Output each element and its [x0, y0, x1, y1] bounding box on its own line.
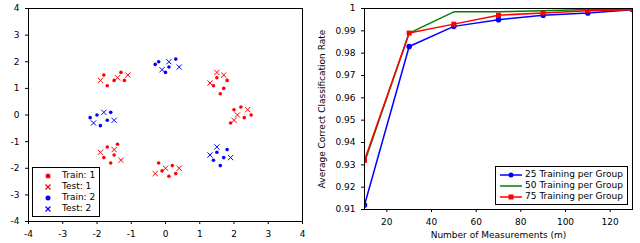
svg-text:3: 3: [14, 30, 20, 40]
svg-text:4: 4: [14, 3, 20, 13]
svg-text:-4: -4: [11, 216, 20, 226]
html-text:50 Training per Group: 50 Training per Group: [525, 180, 623, 190]
html-text:Train: 2: Train: 2: [62, 192, 96, 202]
svg-text:20: 20: [381, 217, 393, 227]
svg-text:60: 60: [470, 217, 482, 227]
svg-text:1: 1: [350, 3, 356, 13]
html-text:75 Training per Group: 75 Training per Group: [525, 191, 623, 201]
svg-text:100: 100: [557, 217, 574, 227]
svg-text:Average Correct Classification: Average Correct Classification Rate: [317, 29, 327, 188]
svg-text:2: 2: [231, 229, 237, 239]
svg-text:-1: -1: [11, 137, 20, 147]
svg-text:0.95: 0.95: [335, 115, 355, 125]
svg-text:0.96: 0.96: [335, 93, 355, 103]
svg-text:80: 80: [515, 217, 527, 227]
svg-text:0.94: 0.94: [335, 137, 355, 147]
html-text:Train: 1: Train: 1: [62, 170, 96, 180]
svg-text:-3: -3: [58, 229, 67, 239]
svg-text:0.99: 0.99: [335, 26, 355, 36]
svg-text:0.97: 0.97: [335, 70, 355, 80]
svg-text:-4: -4: [24, 229, 33, 239]
svg-text:1: 1: [14, 83, 20, 93]
html-text:Test: 2: Test: 2: [62, 203, 92, 213]
html-text:25 Training per Group: 25 Training per Group: [525, 169, 623, 179]
svg-text:40: 40: [426, 217, 438, 227]
svg-text:120: 120: [602, 217, 619, 227]
svg-text:0: 0: [14, 110, 20, 120]
svg-text:0.98: 0.98: [335, 48, 355, 58]
svg-text:4: 4: [300, 229, 306, 239]
html-text:Test: 1: Test: 1: [62, 181, 92, 191]
svg-text:1: 1: [197, 229, 203, 239]
svg-text:-2: -2: [93, 229, 102, 239]
svg-text:-2: -2: [11, 163, 20, 173]
svg-text:0.93: 0.93: [335, 160, 355, 170]
svg-text:0.91: 0.91: [335, 204, 355, 214]
svg-text:-1: -1: [127, 229, 136, 239]
svg-text:0.92: 0.92: [335, 182, 355, 192]
svg-text:3: 3: [265, 229, 271, 239]
svg-text:2: 2: [14, 57, 20, 67]
svg-text:Number of Measurements (m): Number of Measurements (m): [431, 230, 567, 240]
svg-text:0: 0: [163, 229, 169, 239]
svg-text:-3: -3: [11, 190, 20, 200]
